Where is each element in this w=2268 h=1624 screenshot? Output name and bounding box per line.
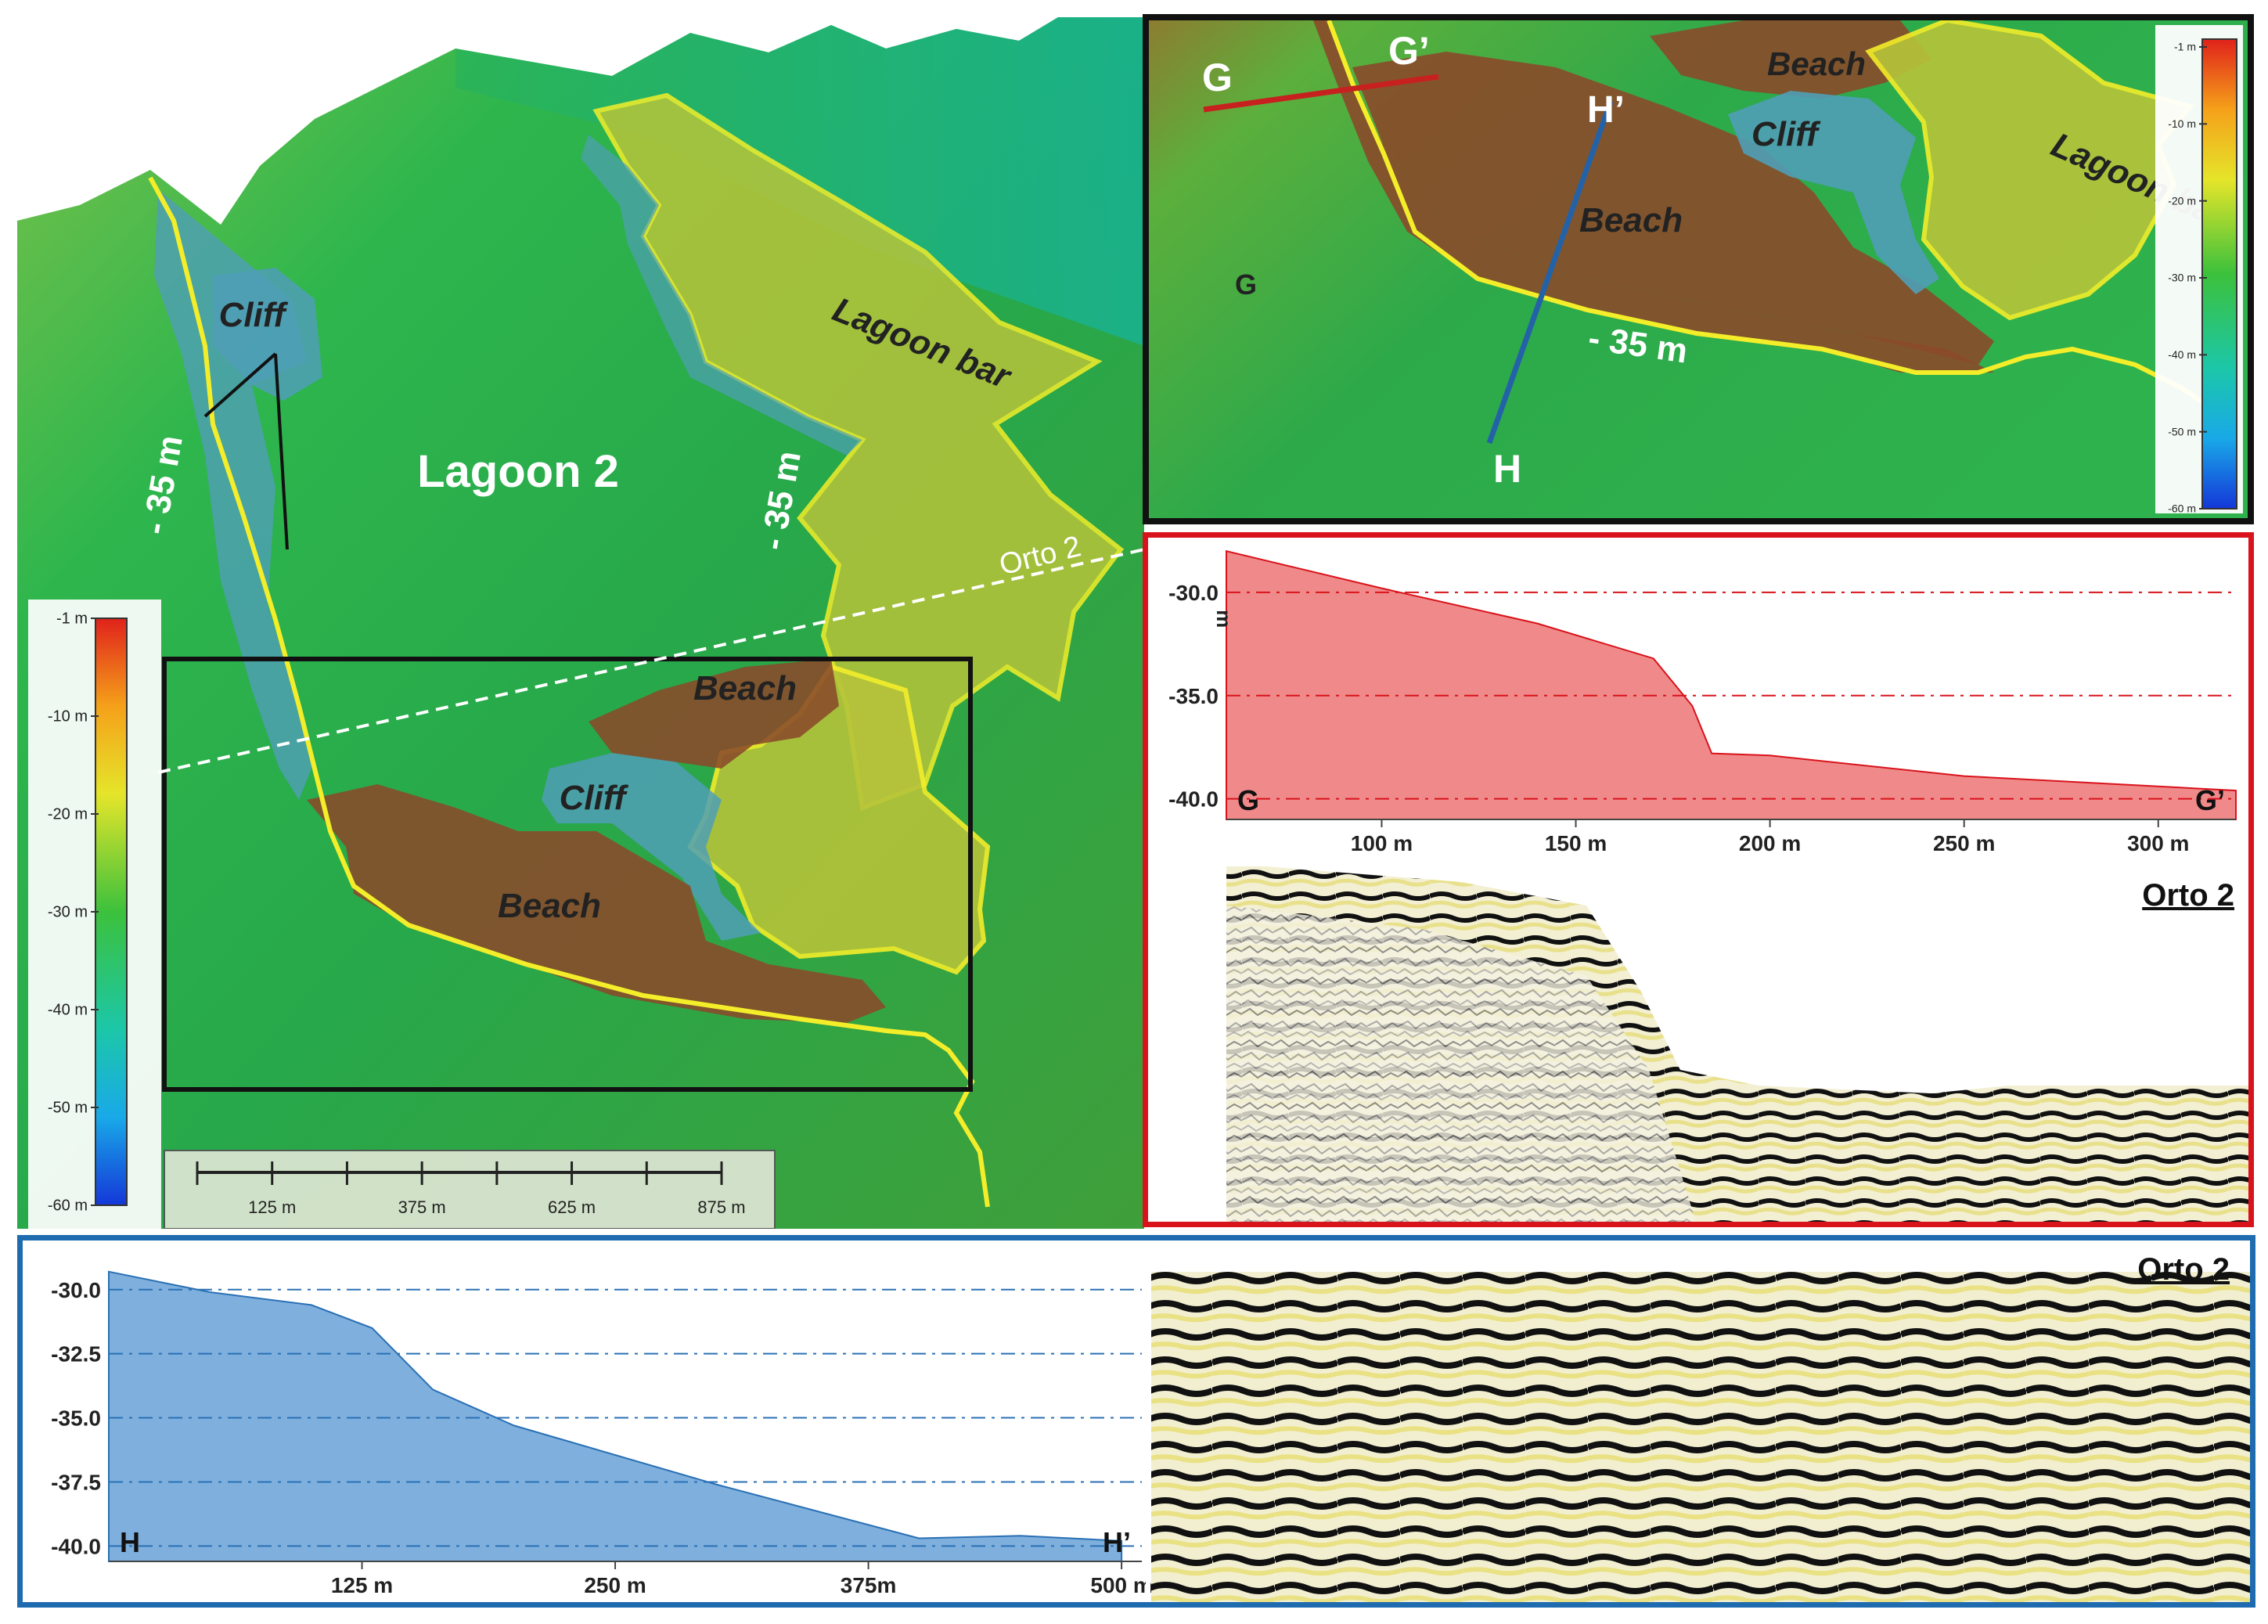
inset-beach-label-main: Beach (1579, 201, 1683, 239)
cliff-pointer-line-2 (274, 353, 289, 550)
depth-color-legend: -1 m -10 m -20 m -30 m -40 m -50 m -60 m (28, 600, 161, 1229)
inset-map-canvas: G G’ H’ H Beach Beach Cliff Lagoon bar -… (1149, 20, 2248, 518)
legend-tick-label: -20 m (48, 806, 88, 823)
legend-tick-label: -20 m (2168, 194, 2196, 207)
x-tick-label: 500 m (1090, 1573, 1152, 1597)
lagoon-2-label: Lagoon 2 (417, 446, 619, 497)
legend-tick-label: -50 m (2168, 425, 2196, 438)
inset-label-g: G (1202, 56, 1233, 99)
x-tick-label: 200 m (1739, 831, 1801, 855)
inset-lagoon-bar-area (1865, 20, 2194, 321)
contour-line-35m-left (148, 176, 990, 1208)
profile-g-chart: -30.0 -35.0 -40.0 100 m 150 m 200 m 250 m 300 m… (1168, 541, 2237, 855)
cliff-channel-upper (581, 135, 862, 456)
profile-line-h (1486, 100, 1614, 445)
legend-tick-label: -50 m (48, 1100, 88, 1117)
beach-area-upper (589, 659, 839, 769)
legend-tick-label: -40 m (48, 1002, 88, 1019)
cliff-area-upper (213, 268, 322, 401)
profile-h-chart: -30.0 -32.5 -35.0 -37.5 -40.0 125 m 250 m 375m 5… (51, 1264, 1153, 1597)
legend-tick-label: -30 m (2168, 272, 2196, 284)
profile-h-seismic-label: Orto 2 (2137, 1252, 2230, 1287)
inset-label-h-prime: H’ (1587, 89, 1625, 131)
profile-g-canvas: -30.0 -35.0 -40.0 100 m 150 m 200 m 250 m 300 m… (1168, 541, 2248, 1222)
y-tick-label: -37.5 (51, 1470, 101, 1494)
profile-area-series (108, 1270, 1123, 1562)
scale-tick-label: 375 m (398, 1197, 446, 1217)
inset-beach-area-top (1650, 20, 1931, 99)
y-tick-label: -30.0 (51, 1278, 101, 1302)
scale-tick-label: 875 m (697, 1197, 745, 1217)
x-tick-label: 375m (841, 1573, 897, 1597)
orto-2-profile-line (157, 548, 1144, 774)
x-tick-label: 100 m (1351, 831, 1413, 855)
inset-label-g-prime: G’ (1388, 29, 1430, 73)
profile-area-series (1226, 549, 2237, 820)
beach-label-lower: Beach (498, 887, 601, 925)
inset-facies-label-g: G (1235, 268, 1257, 301)
scale-tick-label: 125 m (248, 1197, 296, 1217)
inset-beach-label-top: Beach (1767, 45, 1866, 82)
y-tick-label: -35.0 (51, 1406, 101, 1431)
profile-end-label: G’ (2195, 784, 2225, 816)
y-tick-label: -32.5 (51, 1342, 101, 1367)
profile-g-panel: -30.0 -35.0 -40.0 100 m 150 m 200 m 250 m 300 m… (1143, 532, 2254, 1227)
profile-start-label: G (1237, 784, 1259, 816)
profile-h-seismic-image (1151, 1241, 2250, 1602)
profile-h-canvas: -30.0 -32.5 -35.0 -37.5 -40.0 125 m 250 m 375m 5… (51, 1241, 2250, 1602)
inset-contour-35m (1327, 20, 2230, 422)
cliff-label-lower: Cliff (560, 779, 629, 817)
y-tick-label: -30.0 (1168, 581, 1219, 605)
legend-tick-label: -60 m (48, 1197, 88, 1215)
inset-cliff-area (1728, 91, 1939, 294)
x-tick-label: 125 m (331, 1573, 393, 1597)
profile-line-g (1203, 74, 1439, 113)
scale-tick-label: 625 m (548, 1197, 596, 1217)
inset-label-h: H (1493, 447, 1521, 491)
legend-tick-label: -10 m (48, 708, 88, 726)
main-map-canvas: Lagoon 2 Cliff Cliff Beach Beach Lagoon … (17, 17, 1144, 1229)
profile-g-seismic-label: Orto 2 (2142, 878, 2234, 913)
inset-depth-legend: -1 m -10 m -20 m -30 m -40 m -50 m -60 m (2155, 25, 2243, 515)
cliff-pointer-line (203, 352, 277, 418)
x-tick-label: 150 m (1545, 831, 1607, 855)
beach-label-upper: Beach (693, 669, 797, 708)
inset-extent-box (162, 657, 973, 1092)
scale-bar: 125 m 375 m 625 m 875 m (164, 1150, 776, 1229)
y-tick-label: -40.0 (51, 1534, 101, 1558)
y-tick-label: -35.0 (1168, 684, 1219, 708)
x-tick-label: 250 m (1933, 831, 1995, 855)
inset-beach-area (1313, 20, 1994, 373)
main-bathymetry-map: Lagoon 2 Cliff Cliff Beach Beach Lagoon … (17, 17, 1144, 1229)
x-tick-label: 300 m (2127, 831, 2189, 855)
inset-cliff-label: Cliff (1751, 115, 1821, 153)
legend-tick-label: -30 m (48, 904, 88, 921)
legend-tick-label: -1 m (56, 610, 88, 628)
cliff-label-upper: Cliff (219, 296, 289, 334)
legend-tick-label: -40 m (2168, 348, 2196, 361)
profile-start-label: H (120, 1526, 140, 1558)
legend-tick-label: -60 m (2168, 502, 2196, 515)
inset-bathymetry-map: G G’ H’ H Beach Beach Cliff Lagoon bar -… (1143, 14, 2254, 524)
y-axis-unit: m (1212, 610, 1236, 628)
profile-g-seismic-image (1226, 866, 2248, 1222)
profile-end-label: H’ (1103, 1526, 1131, 1558)
x-tick-label: 250 m (584, 1573, 646, 1597)
inset-beach-area-main (1352, 52, 1994, 365)
profile-h-panel: -30.0 -32.5 -35.0 -37.5 -40.0 125 m 250 m 375m 5… (17, 1235, 2255, 1608)
y-tick-label: -40.0 (1168, 787, 1219, 812)
legend-tick-label: -10 m (2168, 117, 2196, 130)
beach-area-lower (307, 784, 886, 1023)
legend-tick-label: -1 m (2174, 41, 2196, 53)
cliff-area-lower (542, 753, 761, 941)
